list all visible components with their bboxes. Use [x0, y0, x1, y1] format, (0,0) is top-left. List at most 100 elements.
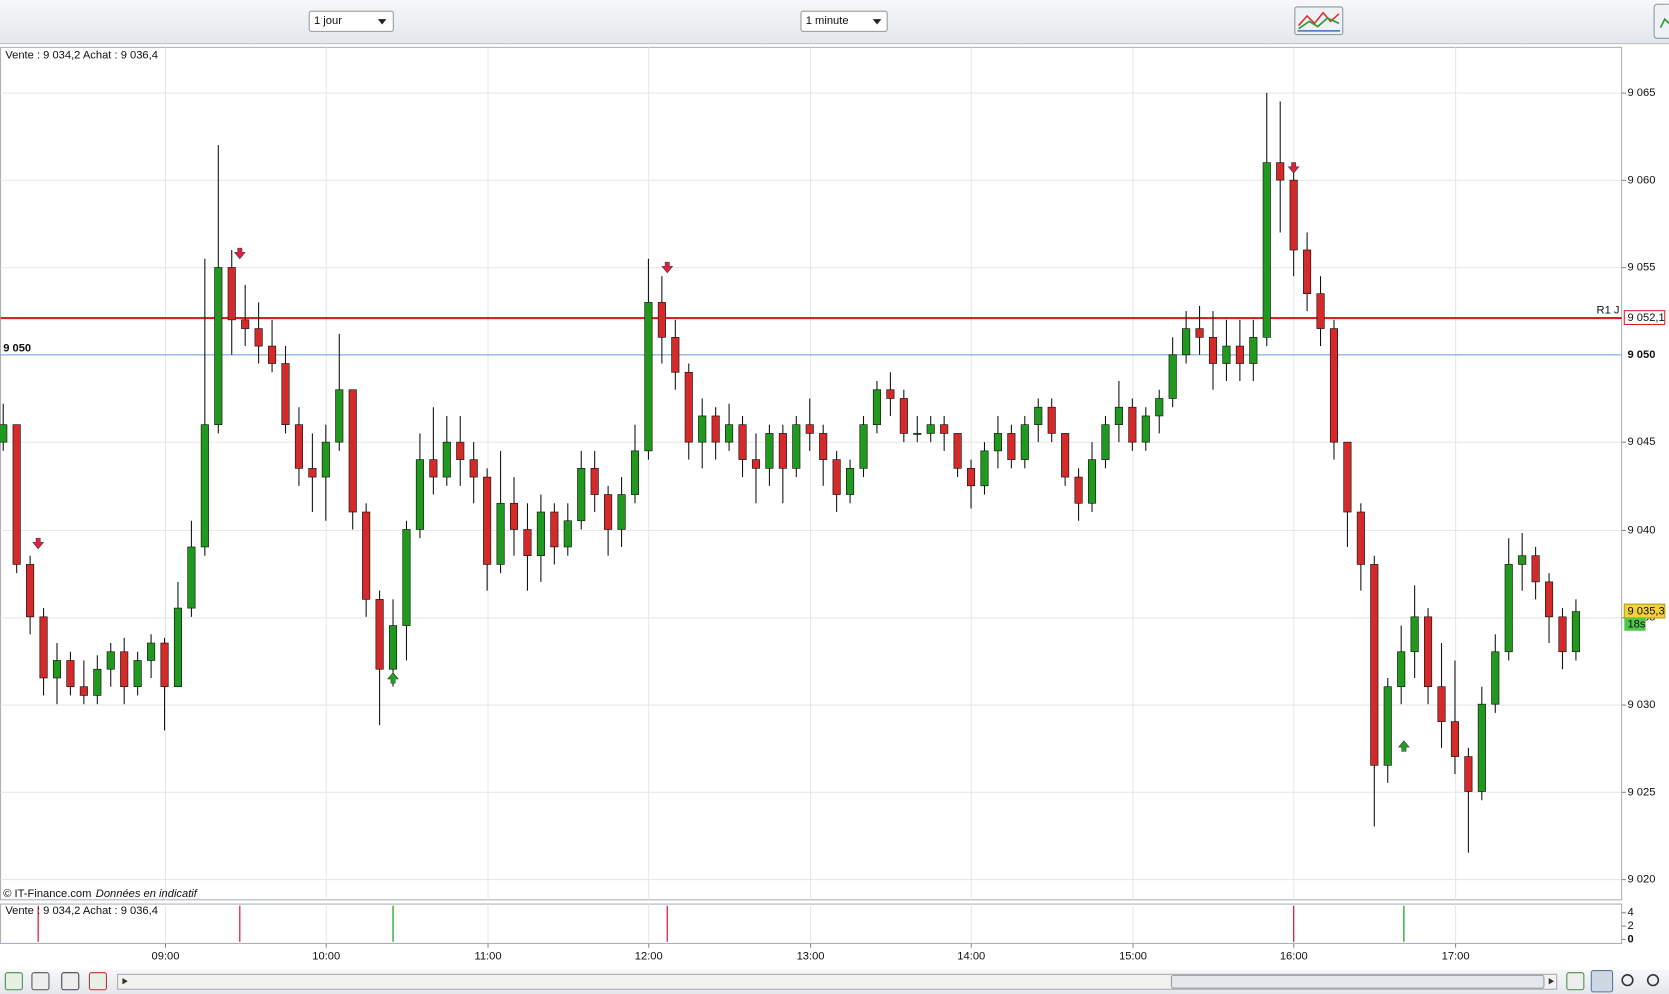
y-tick-label: 9 060	[1627, 174, 1655, 186]
candle-body	[711, 415, 720, 443]
signal-arrow	[1287, 162, 1300, 174]
period-select[interactable]: 1 jour	[308, 10, 394, 32]
indicator-panel	[0, 903, 1623, 944]
candle-body	[39, 616, 48, 679]
x-tick-label: 10:00	[312, 951, 340, 963]
last-price-label: 9 035,3	[1627, 606, 1664, 618]
x-tick-label: 13:00	[797, 951, 825, 963]
indicator-button[interactable]	[1294, 6, 1344, 36]
candle-body	[133, 660, 142, 688]
source: © IT-Finance.com	[3, 888, 91, 900]
candle-body	[590, 468, 599, 495]
candle-body	[1397, 651, 1406, 688]
candle-body	[1034, 406, 1043, 425]
level-name: R1 J	[1597, 305, 1620, 317]
candle-body	[550, 511, 559, 548]
candle-body	[160, 642, 169, 688]
y-tick-label: 9 020	[1627, 874, 1655, 886]
side-button[interactable]	[1653, 3, 1669, 39]
period-text: 1 jour	[314, 15, 342, 27]
candle-body	[348, 389, 357, 513]
candle-body	[1020, 424, 1029, 460]
x-tick-label: 15:00	[1119, 951, 1147, 963]
candle-body	[254, 328, 263, 347]
candle-body	[1047, 406, 1056, 434]
candle-body	[617, 494, 626, 530]
candle-body	[899, 398, 908, 434]
candle-body	[429, 459, 438, 478]
indicator-header: Vente : 9 034,2 Achat : 9 036,4	[5, 905, 158, 917]
candle-body	[1343, 441, 1352, 513]
tool-icons[interactable]	[4, 970, 1660, 993]
candle-body	[1114, 406, 1123, 425]
price-header: Vente : 9 034,2 Achat : 9 036,4	[5, 49, 158, 61]
y-tick-label: 9 025	[1627, 786, 1655, 798]
signal-arrow	[661, 261, 674, 274]
candle-body	[577, 468, 586, 522]
candle-body	[819, 433, 828, 460]
candle-body	[953, 433, 962, 469]
indicator-tick-label: 4	[1627, 907, 1633, 919]
candle-body	[200, 424, 209, 548]
candle-body	[241, 319, 250, 329]
candle-body	[469, 459, 478, 478]
candle-body	[1383, 686, 1392, 766]
candle-body	[1289, 179, 1298, 251]
candle-body	[1491, 651, 1500, 705]
y-tick-label: 9 030	[1627, 699, 1655, 711]
candle-body	[120, 651, 129, 688]
candle-body	[966, 468, 976, 487]
signal-arrow	[32, 537, 45, 550]
candle-body	[1101, 424, 1110, 460]
candle-body	[913, 433, 922, 435]
level-value-box	[1623, 310, 1666, 326]
y-tick-label: 9 040	[1627, 524, 1655, 536]
candle-body	[294, 424, 303, 469]
candle-body	[415, 459, 424, 530]
candle-body	[980, 450, 989, 487]
candle-body	[335, 389, 344, 443]
candle-body	[1235, 345, 1244, 364]
signal-arrow	[1397, 740, 1410, 752]
candle-body	[684, 371, 693, 443]
candle-body	[0, 424, 8, 443]
candle-body	[1128, 406, 1137, 443]
candle-body	[1558, 616, 1567, 653]
scrollbar[interactable]	[117, 973, 1558, 990]
interval-text: 1 minute	[806, 15, 849, 27]
candle-body	[26, 564, 35, 618]
x-tick-label: 11:00	[474, 951, 501, 963]
interval-select[interactable]: 1 minute	[800, 10, 888, 32]
candle-body	[214, 267, 223, 425]
candle-body	[66, 660, 75, 688]
candle-body	[12, 424, 21, 565]
candle-body	[832, 459, 841, 495]
candle-body	[1141, 415, 1150, 443]
level-axis-label: 9 050	[1627, 349, 1655, 361]
candle-body	[1545, 581, 1554, 618]
candle-body	[1262, 162, 1271, 338]
candle-body	[388, 625, 398, 670]
candle-body	[1504, 564, 1513, 653]
candle-body	[792, 424, 801, 469]
candle-body	[483, 476, 492, 565]
candle-body	[926, 424, 935, 434]
candle-body	[1222, 345, 1231, 364]
candle-body	[725, 424, 734, 443]
timer-box	[1624, 617, 1646, 631]
candle-body	[859, 424, 868, 469]
source-note: Données en indicatif	[96, 888, 199, 900]
candle-body	[1437, 686, 1446, 722]
candle-body	[281, 363, 290, 425]
candle-body	[496, 502, 505, 565]
candle-body	[1424, 616, 1433, 688]
candle-body	[268, 345, 277, 364]
candle-body	[187, 546, 196, 609]
candle-body	[1477, 703, 1486, 792]
candle-body	[1464, 756, 1473, 792]
y-tick-label: 9 045	[1627, 436, 1655, 448]
candle-body	[375, 599, 384, 670]
candle-body	[1155, 398, 1164, 417]
